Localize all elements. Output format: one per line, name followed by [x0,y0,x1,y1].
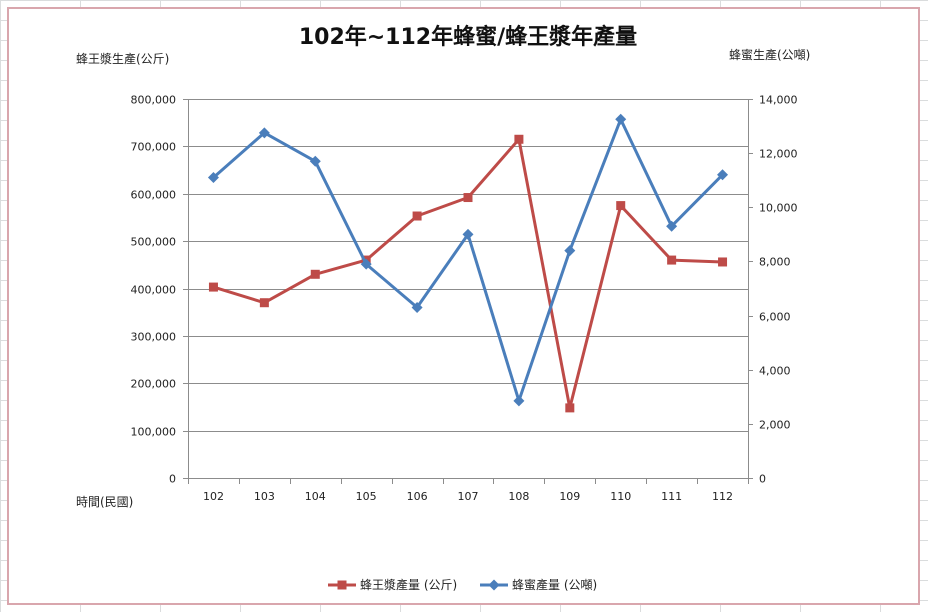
axes: 0 100,000 200,000 300,000 400,000 500,000 600,… [131,94,798,504]
right-axis-tick-label: 2,000 [759,419,791,432]
royal-jelly-data-point [310,269,320,279]
honey-legend-label: 蜂蜜產量 (公噸) [512,577,597,592]
left-axis-tick-label: 500,000 [131,236,177,249]
honey-data-point [717,169,729,181]
royal-jelly-data-point [208,282,218,292]
x-axis-tick-label: 107 [458,490,479,503]
right-axis-title: 蜂蜜生產(公噸) [729,47,810,62]
left-axis-tick-label: 200,000 [131,378,177,391]
royal-jelly-legend-marker [337,580,347,590]
honey-data-point [564,245,576,257]
series-layer [207,113,729,413]
honey-data-point [411,301,423,313]
honey-data-point [207,172,219,184]
x-axis-tick-label: 109 [559,490,580,503]
left-axis-tick-label: 600,000 [131,189,177,202]
left-axis-tick-label: 700,000 [131,141,177,154]
x-axis-tick-label: 105 [356,490,377,503]
right-axis-tick-label: 6,000 [759,311,791,324]
x-axis-tick-label: 103 [254,490,275,503]
royal-jelly-data-point [259,298,269,308]
royal-jelly-legend-label: 蜂王漿產量 (公斤) [360,577,457,592]
honey-series-line [212,117,724,403]
royal-jelly-data-point [412,211,422,221]
royal-jelly-data-point [616,201,626,211]
royal-jelly-series-line [213,137,723,410]
left-axis-tick-label: 300,000 [131,331,177,344]
honey-data-point [666,220,678,232]
honey-data-point [462,228,474,240]
x-axis-tick-label: 110 [610,490,631,503]
x-axis-tick-label: 111 [661,490,682,503]
x-axis-title: 時間(民國) [76,495,133,509]
right-axis-tick-label: 14,000 [759,94,798,107]
left-axis-title: 蜂王漿生產(公斤) [76,51,169,66]
right-axis-tick-label: 4,000 [759,365,791,378]
x-axis-tick-label: 112 [712,490,733,503]
left-axis-tick-label: 400,000 [131,284,177,297]
chart-title: 102年~112年蜂蜜/蜂王漿年產量 [299,24,637,50]
x-axis-tick-label: 108 [508,490,529,503]
right-axis-tick-label: 8,000 [759,256,791,269]
right-axis-tick-label: 12,000 [759,148,798,161]
left-axis-tick-label: 0 [169,473,176,486]
left-axis-tick-label: 800,000 [131,94,177,107]
honey-data-point [360,258,372,270]
royal-jelly-data-point [565,403,575,413]
x-axis-tick-label: 102 [203,490,224,503]
honey-data-point [513,395,525,407]
left-axis-tick-label: 100,000 [131,426,177,439]
right-axis-tick-label: 0 [759,473,766,486]
royal-jelly-data-point [463,193,473,203]
gridlines [188,99,748,432]
royal-jelly-data-point [718,257,728,267]
x-axis-tick-label: 106 [407,490,428,503]
legend[interactable]: 蜂王漿產量 (公斤) 蜂蜜產量 (公噸) [328,577,597,592]
royal-jelly-data-point [667,255,677,265]
honey-data-point [258,127,270,139]
royal-jelly-data-point [514,134,524,144]
honey-legend-marker [488,579,500,591]
honey-data-point [309,155,321,167]
right-axis-tick-label: 10,000 [759,202,798,215]
x-axis-tick-label: 104 [305,490,326,503]
honey-data-point [615,113,627,125]
chart-frame[interactable] [7,7,920,605]
